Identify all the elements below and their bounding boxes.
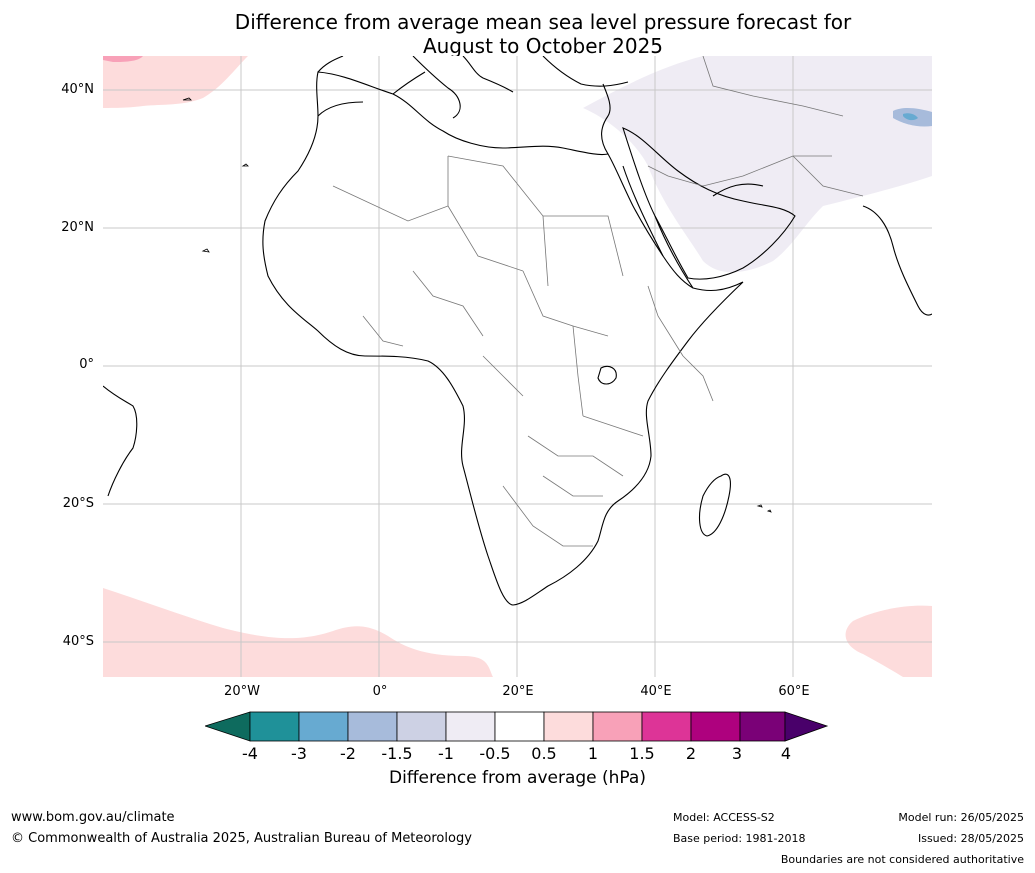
lon-label-20e: 20°E — [502, 684, 534, 699]
lon-label-20w: 20°W — [224, 684, 260, 699]
lat-label-20n: 20°N — [61, 220, 94, 235]
title-line-1: Difference from average mean sea level p… — [234, 10, 852, 34]
shading-middle-east — [583, 56, 932, 273]
colorbar-segment-7 — [543, 711, 594, 742]
colorbar-tick: -3 — [291, 744, 307, 763]
lat-label-40n: 40°N — [61, 82, 94, 97]
colorbar-label: Difference from average (hPa) — [389, 768, 646, 788]
colorbar-segment-11 — [739, 711, 786, 742]
colorbar-tick: 0.5 — [531, 744, 557, 763]
colorbar-tick: -1.5 — [381, 744, 413, 763]
colorbar-segment-2 — [298, 711, 349, 742]
colorbar — [205, 711, 829, 742]
footer-model-run: Model run: 26/05/2025 — [898, 811, 1024, 824]
colorbar-tick: 1 — [587, 744, 599, 763]
anomaly-shading — [103, 56, 932, 677]
colorbar-segment-9 — [641, 711, 692, 742]
lat-label-20s: 20°S — [62, 496, 94, 511]
colorbar-segment-6 — [494, 711, 545, 742]
shading-north-atlantic-core — [103, 56, 143, 62]
colorbar-segment-8 — [592, 711, 643, 742]
footer-issued: Issued: 28/05/2025 — [917, 832, 1024, 845]
map-panel — [103, 56, 932, 677]
footer-base-period: Base period: 1981-2018 — [673, 832, 806, 845]
africa-map — [103, 56, 932, 677]
footer-copyright: © Commonwealth of Australia 2025, Austra… — [11, 831, 472, 846]
colorbar-tick: 1.5 — [629, 744, 655, 763]
colorbar-tick: -1 — [438, 744, 454, 763]
shading-south-atlantic — [103, 588, 493, 677]
title-line-2: August to October 2025 — [422, 34, 664, 58]
lat-label-0: 0° — [79, 357, 94, 372]
colorbar-segment-5 — [445, 711, 496, 742]
graticule — [103, 56, 932, 677]
lat-label-40s: 40°S — [62, 634, 94, 649]
country-boundaries — [332, 56, 864, 547]
colorbar-tick: -0.5 — [479, 744, 511, 763]
colorbar-tick: 2 — [685, 744, 697, 763]
colorbar-tick: 3 — [731, 744, 743, 763]
colorbar-arrow-low — [205, 711, 251, 742]
colorbar-segment-10 — [690, 711, 741, 742]
colorbar-segment-3 — [347, 711, 398, 742]
coastlines — [103, 56, 932, 606]
colorbar-segment-4 — [396, 711, 447, 742]
colorbar-tick: -2 — [340, 744, 356, 763]
footer-disclaimer: Boundaries are not considered authoritat… — [780, 853, 1024, 866]
colorbar-segment-1 — [249, 711, 300, 742]
map-title: Difference from average mean sea level p… — [0, 10, 1035, 58]
islands — [182, 97, 772, 513]
colorbar-arrow-high — [784, 711, 829, 742]
footer-model: Model: ACCESS-S2 — [673, 811, 775, 824]
colorbar-tick: 4 — [780, 744, 792, 763]
lon-label-40e: 40°E — [640, 684, 672, 699]
shading-north-atlantic — [103, 56, 248, 108]
colorbar-tick: -4 — [242, 744, 258, 763]
lon-label-60e: 60°E — [778, 684, 810, 699]
lon-label-0: 0° — [372, 684, 388, 699]
footer-url: www.bom.gov.au/climate — [11, 810, 175, 825]
shading-south-indian — [845, 605, 932, 677]
shading-tibet-core — [903, 113, 918, 121]
